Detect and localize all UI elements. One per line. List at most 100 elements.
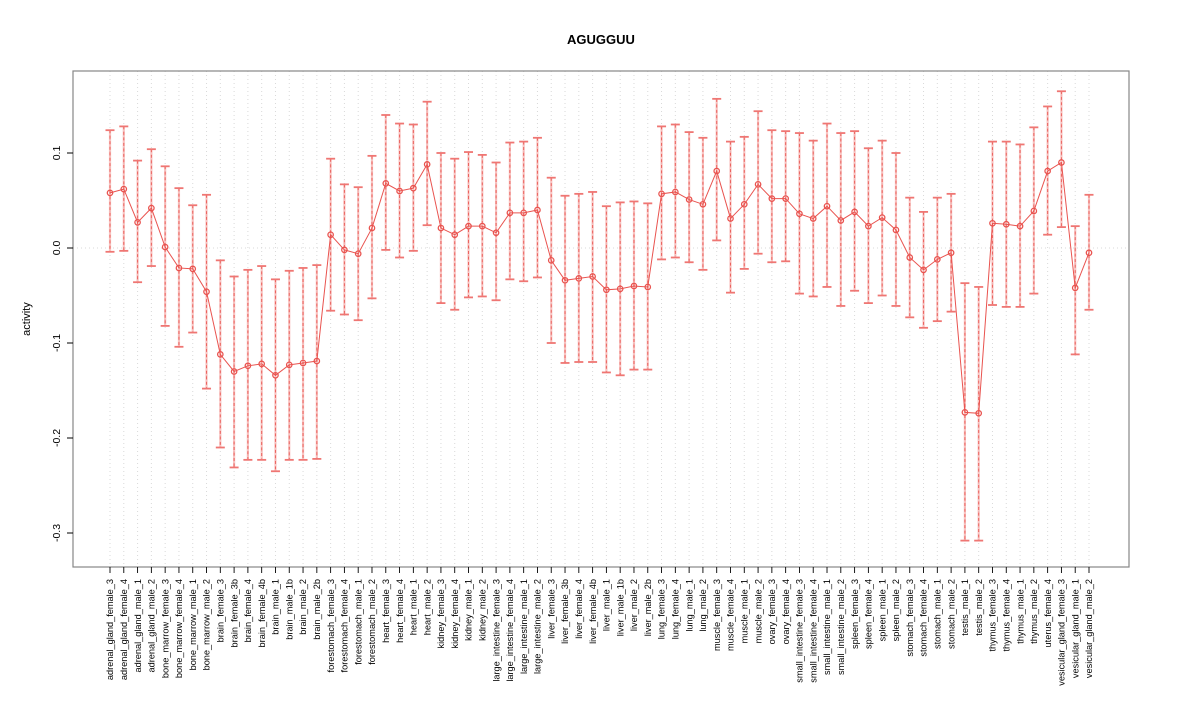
x-tick-label: lung_female_3 — [657, 579, 667, 639]
data-point — [630, 282, 638, 290]
data-point — [878, 214, 886, 221]
data-point — [851, 208, 858, 216]
data-point — [1071, 284, 1079, 292]
x-tick-label: stomach_female_3 — [905, 579, 915, 657]
data-point — [727, 215, 734, 222]
data-point — [768, 195, 776, 202]
x-tick-label: liver_male_1 — [602, 579, 612, 631]
data-point — [161, 243, 169, 251]
x-tick-label: liver_male_1b — [615, 579, 625, 636]
data-point — [975, 409, 983, 417]
data-point — [216, 351, 224, 358]
data-point — [947, 249, 955, 257]
data-point — [740, 200, 748, 208]
x-tick-label: thymus_male_2 — [1029, 579, 1039, 644]
x-tick-label: brain_male_2b — [312, 579, 322, 640]
data-point — [285, 361, 293, 369]
data-point — [1058, 159, 1065, 166]
data-point — [382, 180, 390, 187]
data-point — [134, 219, 141, 226]
x-tick-label: small_intestine_female_4 — [808, 579, 818, 683]
data-point — [933, 256, 941, 263]
data-point — [809, 215, 817, 222]
data-point — [837, 217, 845, 224]
data-point — [782, 195, 789, 202]
x-tick-label: large_intestine_male_2 — [533, 579, 543, 674]
data-point — [1016, 222, 1024, 230]
x-tick-label: adrenal_gland_male_2 — [147, 579, 157, 672]
data-point — [561, 276, 569, 284]
y-tick-label: -0.3 — [51, 524, 63, 542]
data-point — [313, 357, 321, 365]
x-tick-label: spleen_female_4 — [864, 579, 874, 649]
data-point — [685, 196, 693, 203]
x-tick-label: liver_female_4b — [588, 579, 598, 644]
x-tick-label: kidney_female_4 — [450, 579, 460, 648]
data-point — [120, 185, 128, 193]
data-point — [1002, 220, 1010, 228]
x-tick-label: small_intestine_male_2 — [836, 579, 846, 675]
data-point — [892, 226, 900, 234]
x-tick-label: vesicular_gland_male_1 — [1070, 579, 1080, 678]
data-point — [796, 210, 803, 218]
data-point — [341, 246, 348, 254]
series-markers — [106, 159, 1093, 417]
data-point — [616, 285, 624, 293]
x-tick-label: brain_male_1b — [284, 579, 294, 640]
x-tick-label: spleen_male_1 — [877, 579, 887, 641]
x-tick-label: lung_male_1 — [684, 579, 694, 632]
x-tick-label: vesicular_gland_male_2 — [1084, 579, 1094, 678]
data-point — [823, 202, 831, 210]
x-tick-label: kidney_male_2 — [477, 579, 487, 641]
x-tick-label: brain_female_4b — [257, 579, 267, 647]
data-point — [1030, 207, 1038, 215]
data-point — [713, 167, 721, 175]
data-point — [299, 359, 307, 367]
x-tick-label: testis_male_2 — [974, 579, 984, 636]
plot-frame — [72, 70, 1130, 568]
data-point — [534, 206, 541, 214]
data-point — [603, 286, 610, 294]
data-point — [451, 231, 459, 239]
data-point — [989, 219, 996, 227]
x-tick-label: kidney_female_3 — [436, 579, 446, 648]
x-axis: adrenal_gland_female_3 adrenal_gland_fema… — [105, 567, 1094, 686]
data-point — [699, 200, 707, 208]
x-tick-label: brain_female_3 — [216, 579, 226, 642]
x-tick-label: liver_male_2b — [643, 579, 653, 636]
data-point — [396, 187, 403, 195]
data-point — [189, 265, 197, 273]
x-tick-label: bone_marrow_male_2 — [202, 579, 212, 670]
data-point — [106, 189, 114, 197]
x-tick-label: muscle_female_4 — [726, 579, 736, 651]
x-tick-label: brain_female_3b — [229, 579, 239, 647]
data-point — [492, 229, 500, 237]
data-point — [203, 288, 210, 296]
data-point — [865, 222, 872, 230]
x-tick-label: bone_marrow_male_1 — [188, 579, 198, 670]
x-tick-label: forestomach_female_4 — [340, 579, 350, 672]
x-tick-label: ovary_female_4 — [781, 579, 791, 644]
x-tick-label: liver_female_3b — [560, 579, 570, 644]
x-tick-label: liver_female_4 — [574, 579, 584, 639]
x-tick-label: adrenal_gland_female_4 — [119, 579, 129, 680]
y-tick-label: -0.1 — [51, 334, 63, 352]
x-tick-label: forestomach_male_1 — [353, 579, 363, 665]
gridlines — [73, 71, 1129, 567]
y-tick-label: 0.0 — [51, 241, 63, 256]
data-point — [589, 273, 596, 280]
x-tick-label: liver_male_2 — [629, 579, 639, 631]
data-point — [465, 222, 472, 230]
data-point — [671, 188, 679, 196]
x-tick-label: bone_marrow_female_4 — [174, 579, 184, 678]
x-tick-label: vesicular_gland_female_3 — [1057, 579, 1067, 686]
data-point — [327, 231, 334, 239]
x-tick-label: small_intestine_female_3 — [795, 579, 805, 683]
x-tick-label: heart_male_2 — [422, 579, 432, 635]
x-tick-label: bone_marrow_female_3 — [160, 579, 170, 678]
y-axis: 0.1 0.0 -0.1 -0.2 -0.3 — [51, 146, 73, 542]
x-tick-label: stomach_male_1 — [933, 579, 943, 649]
data-point — [230, 368, 238, 375]
x-tick-label: heart_female_3 — [381, 579, 391, 643]
